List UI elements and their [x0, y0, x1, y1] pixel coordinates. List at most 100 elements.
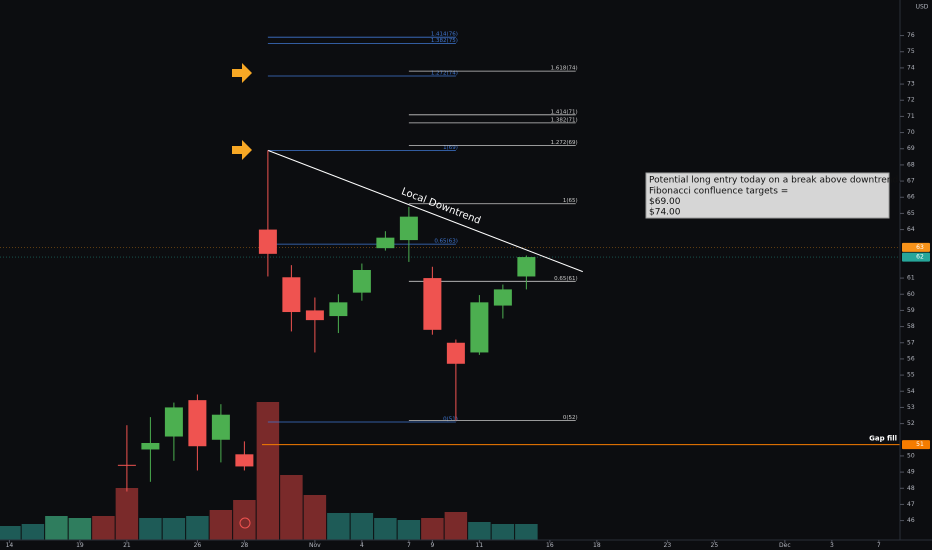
- y-tick-label: 72: [907, 97, 915, 104]
- y-tick-label: 60: [907, 291, 915, 298]
- arrow: [232, 140, 252, 160]
- annotation-box: Potential long entry today on a break ab…: [645, 172, 901, 219]
- y-tick-label: 56: [907, 355, 915, 362]
- annotation-background: [645, 172, 890, 219]
- fib-label: 1.414(71): [551, 109, 578, 115]
- y-tick-label: 46: [907, 517, 915, 524]
- candle-body: [188, 400, 207, 447]
- y-tick-label: 66: [907, 194, 915, 201]
- event-icon: [239, 517, 251, 529]
- x-tick-label: 25: [711, 542, 719, 549]
- x-tick-label: 23: [664, 542, 672, 549]
- y-tick-label: 47: [907, 501, 915, 508]
- x-tick-label: 11: [476, 542, 484, 549]
- y-tick-label: 53: [907, 404, 915, 411]
- x-tick-label: 19: [76, 542, 84, 549]
- volume-bar: [303, 495, 327, 540]
- y-tick-label: 68: [907, 161, 915, 168]
- y-tick-label: 67: [907, 178, 915, 185]
- y-tick-label: 48: [907, 485, 915, 492]
- volume-bar: [374, 518, 397, 540]
- y-tick-label: 75: [907, 48, 915, 55]
- annotation-line: $74.00: [649, 208, 681, 218]
- y-tick-label: 52: [907, 420, 915, 427]
- y-tick-label: 65: [907, 210, 915, 217]
- y-tick-label: 58: [907, 323, 915, 330]
- y-tick-label: 70: [907, 129, 915, 136]
- fib-label: 1(69): [443, 145, 458, 151]
- fib-label: 1.382(71): [551, 117, 578, 123]
- volume-bar: [444, 512, 468, 540]
- candle-body: [470, 302, 489, 353]
- x-tick-label: 26: [194, 542, 202, 549]
- volume-bar: [21, 524, 45, 540]
- annotation-line: $69.00: [649, 197, 681, 207]
- volume-bar: [421, 518, 444, 540]
- x-tick-label: 3: [830, 542, 834, 549]
- y-tick-label: 54: [907, 388, 915, 395]
- volume-bar: [0, 526, 21, 540]
- candle-body: [235, 454, 254, 467]
- candle-body: [117, 464, 136, 466]
- fib-label: 0(52): [563, 415, 578, 421]
- y-tick-label: 59: [907, 307, 915, 314]
- annotation-line: Fibonacci confluence targets =: [649, 187, 788, 197]
- volume-bar: [139, 518, 162, 540]
- price-badge-label: 51: [916, 441, 924, 448]
- volume-bar: [468, 522, 491, 540]
- candle-body: [282, 277, 301, 313]
- fib-label: 1.272(74): [431, 70, 458, 76]
- fib-label: 1(65): [563, 198, 578, 204]
- candle-body: [141, 442, 160, 450]
- price-badge-label: 63: [916, 244, 924, 251]
- volume-bar: [515, 524, 538, 540]
- candle-body: [376, 237, 395, 249]
- y-tick-label: 50: [907, 452, 915, 459]
- candle-body: [305, 310, 324, 321]
- annotation-line: Potential long entry today on a break ab…: [649, 176, 901, 186]
- price-badge-label: 62: [916, 254, 924, 261]
- candle-body: [493, 289, 512, 306]
- volume-bar: [233, 500, 256, 540]
- y-tick-label: 73: [907, 81, 915, 88]
- y-tick-label: 69: [907, 145, 915, 152]
- volume-bar: [256, 402, 280, 540]
- y-tick-label: 71: [907, 113, 915, 120]
- y-tick-label: 55: [907, 372, 915, 379]
- x-tick-label: 28: [241, 542, 249, 549]
- volume-bar: [209, 510, 233, 540]
- volume-bar: [397, 520, 421, 540]
- y-tick-label: 57: [907, 339, 915, 346]
- fib-label: 0.65(63): [434, 239, 458, 245]
- candle-body: [164, 407, 183, 437]
- volume-bar: [68, 518, 92, 540]
- fib-label: 1.382(75): [431, 38, 458, 44]
- volume-bar: [115, 488, 139, 540]
- y-tick-label: 74: [907, 64, 915, 71]
- candle-body: [258, 229, 277, 254]
- x-tick-label: Nov: [309, 542, 321, 549]
- fib-label: 1.618(74): [551, 66, 578, 72]
- volume-pane: [0, 402, 538, 540]
- fib-label: 1.414(76): [431, 32, 458, 38]
- candle-body: [329, 302, 348, 317]
- volume-bar: [327, 513, 350, 540]
- horizontal-line-label: Gap fill: [869, 435, 897, 443]
- y-axis-label: USD: [916, 4, 929, 11]
- price-badge: [902, 242, 930, 252]
- volume-bar: [45, 516, 68, 540]
- candle-body: [399, 216, 418, 241]
- x-tick-label: 21: [123, 542, 131, 549]
- x-tick-label: 9: [430, 542, 434, 549]
- candle-body: [211, 414, 230, 440]
- y-tick-label: 76: [907, 32, 915, 39]
- fib-label: 1.272(69): [551, 140, 578, 146]
- x-tick-label: 14: [6, 542, 14, 549]
- y-tick-label: 49: [907, 469, 915, 476]
- fib-label: 0.65(61): [554, 276, 578, 282]
- y-tick-label: 61: [907, 275, 915, 282]
- x-tick-label: 18: [593, 542, 601, 549]
- arrow: [232, 63, 252, 83]
